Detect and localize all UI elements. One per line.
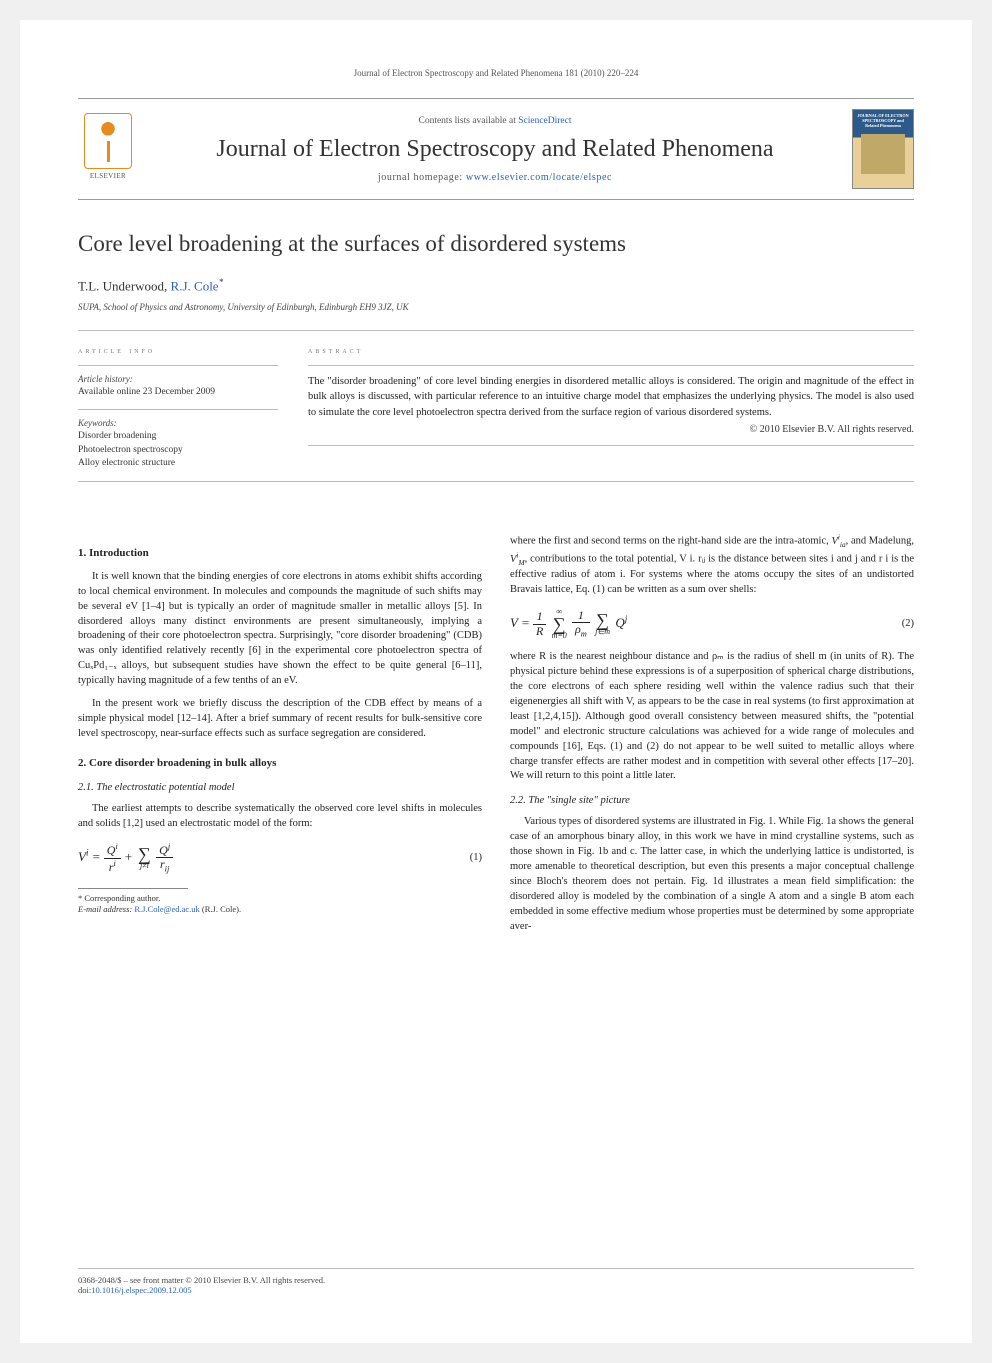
doi-link[interactable]: 10.1016/j.elspec.2009.12.005 <box>91 1285 191 1295</box>
masthead-center: Contents lists available at ScienceDirec… <box>138 116 852 183</box>
rule-info-1 <box>78 365 278 366</box>
keyword: Photoelectron spectroscopy <box>78 444 278 458</box>
front-matter-line: 0368-2048/$ – see front matter © 2010 El… <box>78 1275 914 1285</box>
rule-2 <box>78 481 914 482</box>
email-link[interactable]: R.J.Cole@ed.ac.uk <box>134 904 199 914</box>
masthead: ELSEVIER Contents lists available at Sci… <box>78 98 914 200</box>
journal-name: Journal of Electron Spectroscopy and Rel… <box>154 134 836 164</box>
s22-p1: Various types of disordered systems are … <box>510 815 914 934</box>
cover-artwork <box>861 134 905 174</box>
keywords-list: Disorder broadening Photoelectron spectr… <box>78 430 278 471</box>
abstract-col: abstract The "disorder broadening" of co… <box>308 345 914 471</box>
footnote-email: E-mail address: R.J.Cole@ed.ac.uk (R.J. … <box>78 904 482 915</box>
elsevier-label: ELSEVIER <box>90 172 126 180</box>
cover-title: JOURNAL OF ELECTRON SPECTROSCOPY and Rel… <box>855 114 911 128</box>
homepage-link[interactable]: www.elsevier.com/locate/elspec <box>466 172 612 183</box>
keyword: Disorder broadening <box>78 430 278 444</box>
s21-p2: where the first and second terms on the … <box>510 532 914 598</box>
keyword: Alloy electronic structure <box>78 457 278 471</box>
article-info-heading: article info <box>78 345 278 355</box>
section-2-2-title: 2.2. The "single site" picture <box>510 794 914 809</box>
rule-1 <box>78 330 914 331</box>
abstract-text: The "disorder broadening" of core level … <box>308 374 914 420</box>
bottom-block: 0368-2048/$ – see front matter © 2010 El… <box>78 1268 914 1295</box>
eq2-num: (2) <box>884 617 914 632</box>
section-2-1-title: 2.1. The electrostatic potential model <box>78 781 482 796</box>
page: Journal of Electron Spectroscopy and Rel… <box>20 20 972 1343</box>
doi-label: doi: <box>78 1285 91 1295</box>
article-info-col: article info Article history: Available … <box>78 345 278 471</box>
meta-abstract-row: article info Article history: Available … <box>78 345 914 471</box>
history-label: Article history: <box>78 374 278 384</box>
contents-prefix: Contents lists available at <box>418 116 518 126</box>
running-header: Journal of Electron Spectroscopy and Rel… <box>78 68 914 78</box>
s1-p1: It is well known that the binding energi… <box>78 570 482 689</box>
equation-2: V = 1R ∞∑m=0 1ρm ∑j∈m Qj (2) <box>510 608 914 640</box>
abstract-copyright: © 2010 Elsevier B.V. All rights reserved… <box>308 424 914 435</box>
s21-p3: where R is the nearest neighbour distanc… <box>510 650 914 784</box>
corresponding-marker: * <box>219 277 224 287</box>
keywords-label: Keywords: <box>78 418 278 428</box>
elsevier-tree-icon <box>84 113 132 169</box>
section-1-title: 1. Introduction <box>78 546 482 562</box>
eq1-num: (1) <box>452 851 482 866</box>
footnote-corresponding: * Corresponding author. <box>78 893 482 904</box>
s21-p2a: where the first and second terms on the … <box>510 536 831 547</box>
sciencedirect-link[interactable]: ScienceDirect <box>518 116 571 126</box>
article-title: Core level broadening at the surfaces of… <box>78 230 914 259</box>
s21-p2c: , contributions to the total potential, … <box>510 554 914 595</box>
rule-abs-2 <box>308 445 914 446</box>
journal-cover-thumb: JOURNAL OF ELECTRON SPECTROSCOPY and Rel… <box>852 109 914 189</box>
elsevier-logo: ELSEVIER <box>78 113 138 185</box>
s1-p2: In the present work we briefly discuss t… <box>78 697 482 742</box>
section-2-title: 2. Core disorder broadening in bulk allo… <box>78 756 482 772</box>
s21-p2b: , and Madelung, <box>846 536 914 547</box>
contents-line: Contents lists available at ScienceDirec… <box>154 116 836 126</box>
abstract-heading: abstract <box>308 345 914 355</box>
history-text: Available online 23 December 2009 <box>78 386 278 399</box>
eq2-body: V = 1R ∞∑m=0 1ρm ∑j∈m Qj <box>510 608 884 640</box>
body-columns: 1. Introduction It is well known that th… <box>78 532 914 934</box>
rule-abs-1 <box>308 365 914 366</box>
eq1-body: Vi = Qiri + ∑j≠i Qjrij <box>78 842 452 874</box>
footnote-separator <box>78 888 188 889</box>
email-who: (R.J. Cole). <box>200 904 241 914</box>
author-1: T.L. Underwood, <box>78 278 171 293</box>
doi-line: doi:10.1016/j.elspec.2009.12.005 <box>78 1285 914 1295</box>
s21-p1: The earliest attempts to describe system… <box>78 802 482 832</box>
email-label: E-mail address: <box>78 904 134 914</box>
author-2[interactable]: R.J. Cole <box>171 278 219 293</box>
homepage-line: journal homepage: www.elsevier.com/locat… <box>154 172 836 183</box>
affiliation: SUPA, School of Physics and Astronomy, U… <box>78 302 914 312</box>
equation-1: Vi = Qiri + ∑j≠i Qjrij (1) <box>78 842 482 874</box>
rule-info-2 <box>78 409 278 410</box>
homepage-prefix: journal homepage: <box>378 172 466 183</box>
authors: T.L. Underwood, R.J. Cole* <box>78 277 914 294</box>
